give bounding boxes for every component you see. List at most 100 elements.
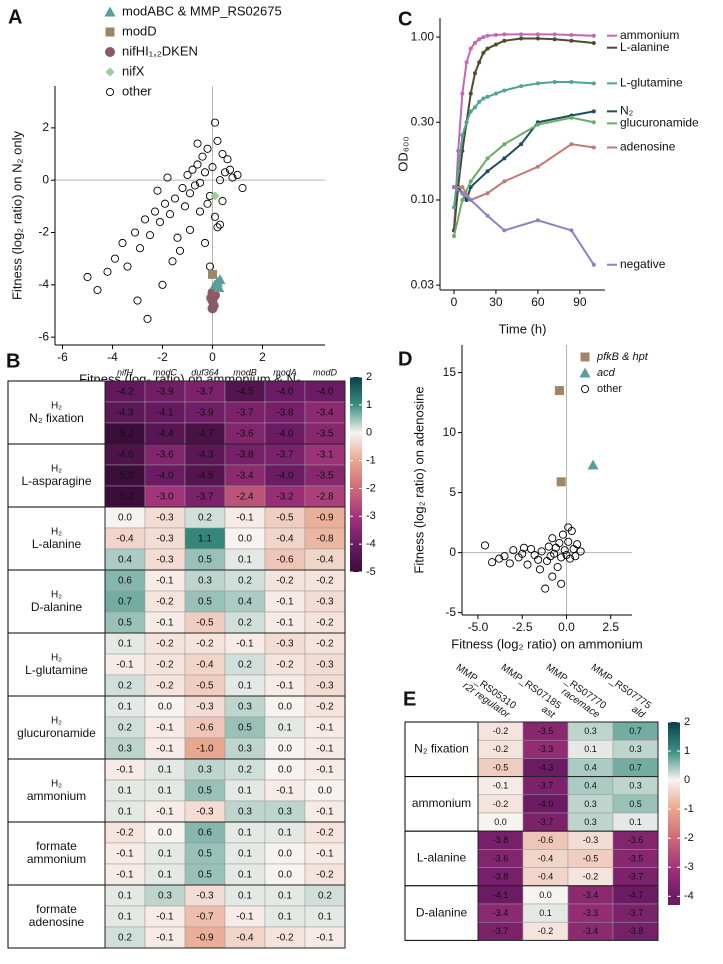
data-point	[552, 32, 557, 37]
cell-label: -0.8	[316, 534, 334, 545]
cell-label: -0.2	[316, 702, 334, 713]
data-point	[460, 191, 465, 196]
group-box	[7, 758, 106, 823]
data-point	[456, 148, 461, 153]
cell-label: -4.3	[538, 762, 554, 772]
cell-label: 0.6	[198, 828, 212, 839]
group-label: ammonium	[27, 789, 86, 803]
data-point	[485, 213, 490, 218]
data-point	[502, 88, 507, 93]
data-point	[468, 109, 473, 114]
column-label: modA	[273, 367, 297, 377]
data-point	[591, 109, 596, 114]
group-label: D-alanine	[416, 905, 468, 919]
cell-label: 0.2	[238, 765, 252, 776]
data-point	[481, 35, 486, 40]
legend-marker	[580, 384, 590, 394]
data-point	[481, 96, 486, 101]
colorbar-label: -2	[366, 482, 376, 494]
cell-label: 0.0	[278, 765, 292, 776]
cell-label: -0.7	[196, 912, 214, 923]
panel-label: E	[403, 688, 416, 710]
data-point	[208, 269, 217, 279]
panel-label: B	[6, 350, 20, 372]
y-tick-label: 0.30	[411, 114, 435, 128]
cell-label: 0.3	[198, 765, 212, 776]
data-point	[200, 238, 210, 248]
data-point	[193, 139, 202, 148]
cell-label: -0.2	[276, 576, 294, 587]
cell-label: -0.5	[196, 618, 214, 629]
legend-marker	[105, 87, 115, 97]
x-tick-label: 30	[489, 295, 503, 309]
cell-label: -0.1	[493, 781, 509, 791]
y-tick-label: 0.10	[411, 192, 435, 206]
cell-label: -3.6	[493, 853, 509, 863]
y-tick-label: -6	[38, 329, 49, 343]
series-label: negative	[620, 257, 666, 271]
cell-label: 0.5	[198, 870, 212, 881]
colorbar-label: 2	[684, 716, 690, 728]
cell-label: -3.4	[236, 471, 254, 482]
cell-label: -0.4	[538, 853, 554, 863]
cell-label: 0.1	[158, 849, 172, 860]
cell-label: 0.2	[238, 618, 252, 629]
cell-label: -0.1	[236, 639, 254, 650]
cell-label: 0.5	[118, 618, 132, 629]
group-box	[7, 632, 106, 697]
data-point	[203, 144, 212, 153]
colorbar-label: -4	[366, 538, 376, 550]
series-label: L-glutamine	[620, 76, 683, 90]
cell-label: -0.2	[116, 828, 134, 839]
cell-label: 0.7	[118, 597, 132, 608]
data-point	[207, 303, 218, 314]
colorbar-label: 0	[366, 427, 372, 439]
cell-label: -0.1	[236, 513, 254, 524]
data-point	[103, 267, 112, 276]
cell-label: 0.3	[238, 702, 252, 713]
x-tick-label: 2	[259, 350, 266, 364]
cell-label: -3.8	[236, 450, 254, 461]
cell-label: -3.1	[316, 450, 334, 461]
data-point	[218, 149, 227, 159]
data-point	[488, 558, 497, 567]
data-point	[477, 37, 482, 42]
cell-label: -3.7	[196, 492, 214, 503]
cell-label: 0.4	[118, 555, 132, 566]
data-point	[535, 565, 544, 574]
cell-label: -0.2	[156, 639, 174, 650]
cell-label: -0.2	[276, 660, 294, 671]
data-point	[477, 99, 482, 104]
colorbar-label: -1	[366, 454, 376, 466]
colorbar-label: -3	[366, 510, 376, 522]
cell-label: -2.4	[236, 492, 254, 503]
cell-label: -0.2	[156, 597, 174, 608]
group-label: H₂	[51, 401, 62, 412]
data-point	[213, 136, 222, 145]
group-frame	[477, 885, 659, 941]
group-label: formate	[36, 902, 77, 916]
data-point	[195, 207, 205, 216]
cell-label: -3.7	[538, 781, 554, 791]
data-point	[93, 286, 102, 295]
data-point	[118, 238, 127, 248]
data-point	[210, 212, 220, 221]
data-point	[560, 546, 569, 555]
data-point	[135, 244, 145, 253]
data-point	[233, 170, 242, 179]
cell-label: -0.5	[493, 762, 509, 772]
series-line	[453, 143, 594, 202]
data-point	[552, 37, 557, 42]
cell-label: 0.1	[118, 912, 132, 923]
data-point	[564, 537, 573, 546]
cell-label: -3.8	[493, 872, 509, 882]
data-point	[502, 142, 507, 147]
cell-label: -3.3	[583, 908, 599, 918]
cell-label: 0.1	[158, 786, 172, 797]
cell-label: -0.2	[538, 926, 554, 936]
data-point	[502, 156, 507, 161]
y-axis-label: OD₆₀₀	[395, 136, 410, 172]
column-label: modC	[153, 367, 178, 377]
cell-label: -0.2	[276, 933, 294, 944]
data-point	[472, 105, 477, 110]
